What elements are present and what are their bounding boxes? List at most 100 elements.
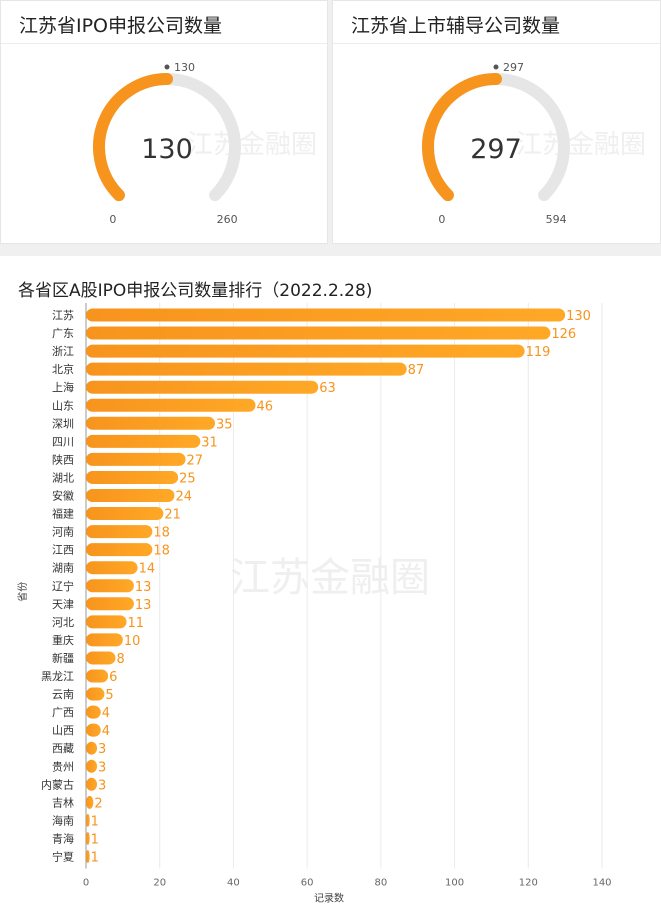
category-label: 安徽 [52,489,74,503]
category-label: 福建 [52,507,74,521]
x-tick-label: 40 [227,878,240,889]
bar-value-label: 46 [257,399,274,414]
bar [86,434,201,448]
bar [86,525,153,539]
bar [86,597,134,611]
bar [86,507,164,521]
gauge-max-label: 260 [217,213,238,226]
bar [86,416,215,430]
y-axis-label: 省份 [16,582,29,602]
bar-value-label: 130 [566,309,591,324]
bar-value-label: 13 [135,598,152,613]
category-label: 广东 [52,327,74,340]
gauge-title: 江苏省上市辅导公司数量 [351,15,561,37]
bar [86,850,90,863]
category-label: 浙江 [52,345,74,358]
bar-value-label: 1 [91,832,99,847]
bar-value-label: 63 [319,381,336,396]
category-label: 江西 [52,544,74,557]
bar [86,795,94,809]
bar-value-label: 21 [164,508,181,523]
bar-value-label: 1 [91,851,99,866]
category-label: 四川 [52,435,74,448]
bar-value-label: 5 [105,688,113,703]
category-label: 山西 [52,724,74,737]
bar [86,344,525,358]
bar-value-label: 35 [216,417,233,432]
category-label: 云南 [52,688,74,701]
gauge-marker [493,64,499,70]
bar-value-label: 24 [175,490,192,505]
gauge-marker-label: 297 [503,61,524,74]
x-tick-label: 60 [301,878,314,889]
category-label: 河南 [52,526,74,539]
bar [86,741,98,755]
bar-value-label: 3 [98,760,106,775]
bar [86,759,98,773]
bar [86,615,127,629]
category-label: 湖北 [52,471,74,484]
category-label: 内蒙古 [41,777,74,791]
bar [86,633,123,647]
category-label: 新疆 [52,651,74,665]
x-tick-label: 80 [374,878,387,889]
gauge-min-label: 0 [438,213,445,226]
bar [86,687,105,701]
bar [86,470,179,484]
bar-value-label: 8 [116,652,124,667]
bar-value-label: 18 [153,526,170,541]
category-label: 北京 [52,362,74,376]
bar [86,326,551,340]
gauge-value-arc [93,73,173,202]
bar-value-label: 3 [98,742,106,757]
bar-value-label: 25 [179,471,196,486]
category-label: 贵州 [52,760,74,773]
watermark: 江苏金融圈 [187,130,317,160]
bar [86,308,566,322]
category-label: 上海 [52,380,74,394]
category-label: 青海 [52,831,74,845]
bar-value-label: 4 [102,724,110,739]
gauge-panel-tutoring: 江苏省上市辅导公司数量 江苏金融圈 297 297 0 594 [332,0,661,244]
category-label: 河北 [52,616,74,629]
bar-value-label: 126 [551,327,576,342]
category-label: 黑龙江 [41,670,74,683]
x-tick-label: 0 [83,878,89,889]
bar-value-label: 11 [128,616,145,631]
divider [333,43,660,44]
bar [86,398,256,412]
divider [1,43,327,44]
category-label: 西藏 [52,742,74,755]
bar-value-label: 2 [94,796,102,811]
gauge-panel-ipo: 江苏省IPO申报公司数量 江苏金融圈 130 130 0 260 [0,0,328,244]
bar-chart-panel: 各省区A股IPO申报公司数量排行（2022.2.28) 江苏金融圈 江苏 130 广东… [0,256,661,911]
watermark: 江苏金融圈 [516,130,646,160]
watermark: 江苏金融圈 [230,555,430,601]
bar [86,813,90,827]
category-label: 吉林 [52,795,74,809]
bar-value-label: 14 [139,562,156,577]
category-label: 陕西 [52,452,74,466]
bar [86,561,138,575]
x-axis-label: 记录数 [314,892,344,905]
bar-value-label: 13 [135,580,152,595]
bar-value-label: 1 [91,814,99,829]
gauge-marker-label: 130 [174,61,195,74]
category-label: 湖南 [52,562,74,575]
category-label: 辽宁 [52,579,74,593]
bar-value-label: 87 [408,363,425,378]
bar-value-label: 119 [526,345,551,360]
bar-value-label: 6 [109,670,117,685]
bar [86,489,175,502]
bar [86,669,109,683]
bar [86,705,101,719]
bar [86,579,134,593]
category-label: 江苏 [52,309,74,322]
bar-value-label: 18 [153,544,170,559]
x-tick-label: 20 [153,878,166,889]
gauge-max-label: 594 [546,213,567,226]
bar [86,452,186,466]
